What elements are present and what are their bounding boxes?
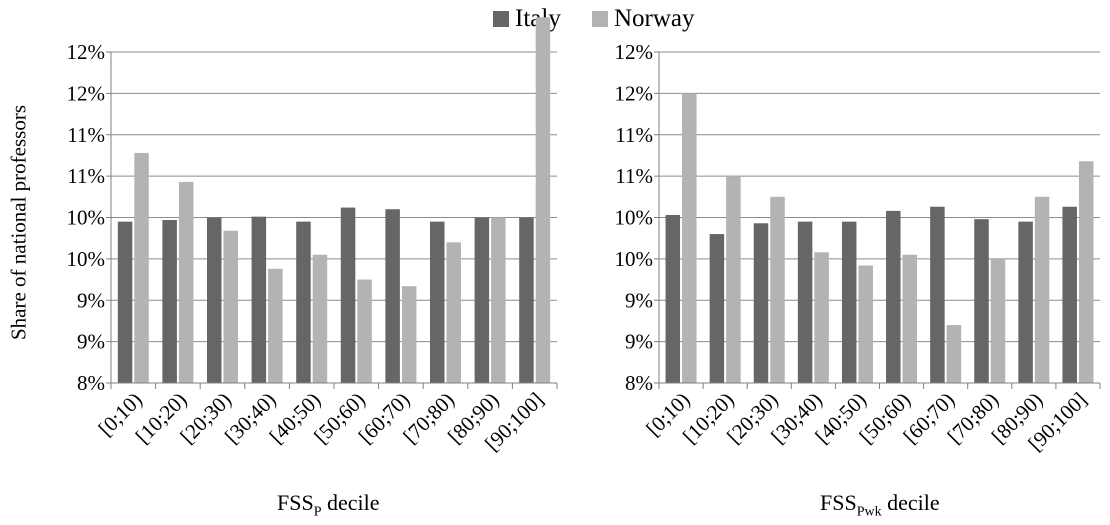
bar-italy-1 (709, 234, 725, 383)
y-tick-label: 10% (67, 206, 106, 230)
bar-italy-2 (207, 217, 222, 383)
bar-italy-0 (117, 221, 133, 383)
y-tick-label: 9% (625, 288, 653, 312)
bar-italy-7 (974, 219, 989, 383)
legend-swatch-italy (493, 11, 509, 27)
bar-italy-5 (886, 210, 901, 383)
y-tick-label: 12% (67, 81, 106, 105)
bar-norway-9 (535, 17, 551, 384)
y-tick-label: 10% (615, 206, 654, 230)
y-tick-label: 9% (77, 330, 105, 354)
y-tick-label: 9% (77, 288, 105, 312)
bar-norway-1 (726, 176, 741, 383)
chart-right: 8%9%9%10%10%11%11%12%12%[0;10)[10;20)[20… (615, 40, 1101, 456)
bar-italy-2 (753, 223, 769, 383)
bar-norway-0 (134, 152, 149, 383)
x-axis-title-left-sub: P (313, 504, 322, 520)
y-tick-label: 10% (67, 247, 106, 271)
x-axis-title-left-rest: decile (321, 490, 380, 515)
bar-norway-6 (946, 325, 962, 383)
bar-italy-4 (296, 221, 311, 383)
bar-italy-8 (474, 217, 490, 383)
bar-norway-1 (178, 181, 194, 383)
bar-italy-6 (385, 209, 400, 383)
legend-label-norway: Norway (614, 5, 695, 32)
y-tick-label: 11% (615, 164, 653, 188)
chart-left: 8%9%9%10%10%11%11%12%12%[0;10)[10;20)[20… (67, 17, 558, 456)
y-tick-label: 11% (67, 164, 105, 188)
bar-italy-4 (841, 221, 857, 383)
x-axis-title-right-rest: decile (881, 490, 940, 515)
legend-item-norway: Norway (592, 4, 695, 34)
bar-italy-5 (340, 207, 356, 383)
y-tick-label: 12% (615, 40, 654, 64)
y-tick-label: 9% (625, 330, 653, 354)
y-axis-title-left: Share of national professors (6, 104, 31, 341)
x-axis-title-right-main: FSS (820, 490, 857, 515)
bar-norway-2 (770, 196, 785, 383)
bar-norway-7 (446, 242, 461, 383)
bar-norway-9 (1078, 161, 1094, 383)
y-tick-label: 8% (77, 371, 105, 395)
x-axis-title-right-sub: Pwk (856, 504, 882, 520)
bar-norway-4 (312, 254, 328, 383)
bar-norway-6 (401, 286, 417, 383)
bar-italy-3 (251, 216, 267, 383)
bar-norway-5 (357, 279, 372, 383)
bar-norway-3 (814, 252, 829, 383)
x-axis-title-left: FSSP decile (277, 490, 380, 520)
bar-italy-9 (519, 217, 534, 383)
bar-norway-8 (1034, 196, 1050, 383)
bar-norway-5 (902, 254, 918, 383)
bar-italy-8 (1018, 221, 1033, 383)
legend-swatch-norway (592, 11, 608, 27)
y-tick-label: 11% (67, 123, 105, 147)
bar-norway-4 (858, 265, 873, 383)
bar-norway-0 (682, 93, 697, 383)
y-tick-label: 10% (615, 247, 654, 271)
bar-norway-8 (491, 217, 506, 383)
y-tick-label: 11% (615, 123, 653, 147)
bar-norway-3 (268, 268, 283, 383)
bar-norway-7 (990, 258, 1006, 383)
bar-italy-6 (930, 206, 945, 383)
x-axis-title-right: FSSPwk decile (820, 490, 940, 520)
bar-italy-7 (430, 221, 445, 383)
x-axis-title-left-main: FSS (277, 490, 314, 515)
bar-italy-9 (1062, 206, 1077, 383)
bar-norway-2 (223, 230, 238, 383)
bar-italy-3 (797, 221, 813, 383)
bar-italy-0 (665, 215, 681, 383)
y-tick-label: 12% (67, 40, 106, 64)
bar-italy-1 (162, 219, 177, 383)
y-tick-label: 12% (615, 81, 654, 105)
y-tick-label: 8% (625, 371, 653, 395)
